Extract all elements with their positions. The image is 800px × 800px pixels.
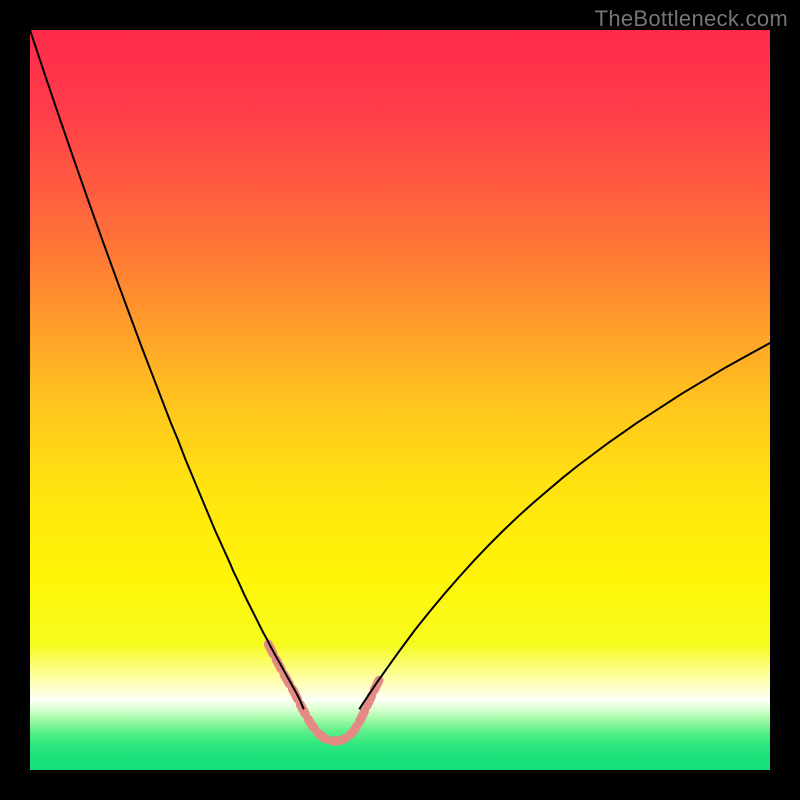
watermark-text: TheBottleneck.com <box>595 6 788 32</box>
gradient-background <box>30 30 770 770</box>
chart-canvas: TheBottleneck.com <box>0 0 800 800</box>
bottleneck-curve-chart <box>0 0 800 800</box>
